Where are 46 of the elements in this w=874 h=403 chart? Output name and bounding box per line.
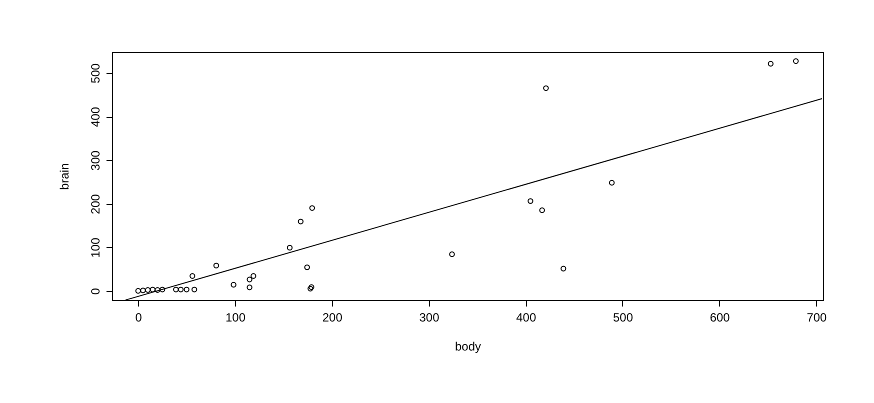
- x-tick-label: 700: [806, 310, 828, 324]
- point: [150, 286, 156, 292]
- x-tick-label: 300: [419, 310, 440, 324]
- point: [250, 273, 256, 279]
- point: [213, 262, 220, 268]
- point: [190, 273, 196, 279]
- point: [608, 180, 615, 186]
- point: [154, 287, 160, 293]
- y-tick-label: 400: [88, 106, 102, 128]
- point: [144, 287, 151, 293]
- point: [286, 244, 293, 251]
- point: [140, 288, 146, 294]
- y-tick-label: 500: [88, 63, 102, 84]
- point: [793, 58, 799, 64]
- x-tick-label: 200: [322, 310, 343, 324]
- point: [528, 198, 534, 204]
- y-tick-label: 0: [88, 288, 102, 295]
- point: [178, 286, 184, 292]
- point: [230, 282, 236, 288]
- y-tick-label: 200: [88, 194, 102, 214]
- point: [298, 218, 304, 224]
- point: [308, 286, 314, 292]
- point: [135, 288, 141, 294]
- point: [543, 85, 549, 92]
- x-axis-title: body: [454, 340, 482, 354]
- x-tick-label: 600: [710, 310, 730, 324]
- x-tick-label: 500: [612, 310, 634, 324]
- x-tick-label: 400: [516, 310, 536, 324]
- y-tick-label: 100: [88, 237, 102, 258]
- point: [160, 286, 166, 292]
- point: [246, 276, 252, 282]
- point: [246, 284, 252, 290]
- x-tick-label: 0: [135, 310, 142, 324]
- point: [539, 207, 545, 214]
- point: [184, 286, 190, 292]
- x-tick-label: 100: [226, 310, 246, 324]
- y-axis-title: brain: [58, 163, 72, 190]
- point: [449, 251, 455, 258]
- point: [768, 60, 774, 67]
- point: [309, 205, 315, 211]
- point: [173, 286, 179, 292]
- y-tick-label: 300: [88, 150, 102, 171]
- point: [304, 264, 310, 270]
- point: [191, 286, 198, 292]
- point: [308, 284, 314, 290]
- point: [560, 266, 566, 272]
